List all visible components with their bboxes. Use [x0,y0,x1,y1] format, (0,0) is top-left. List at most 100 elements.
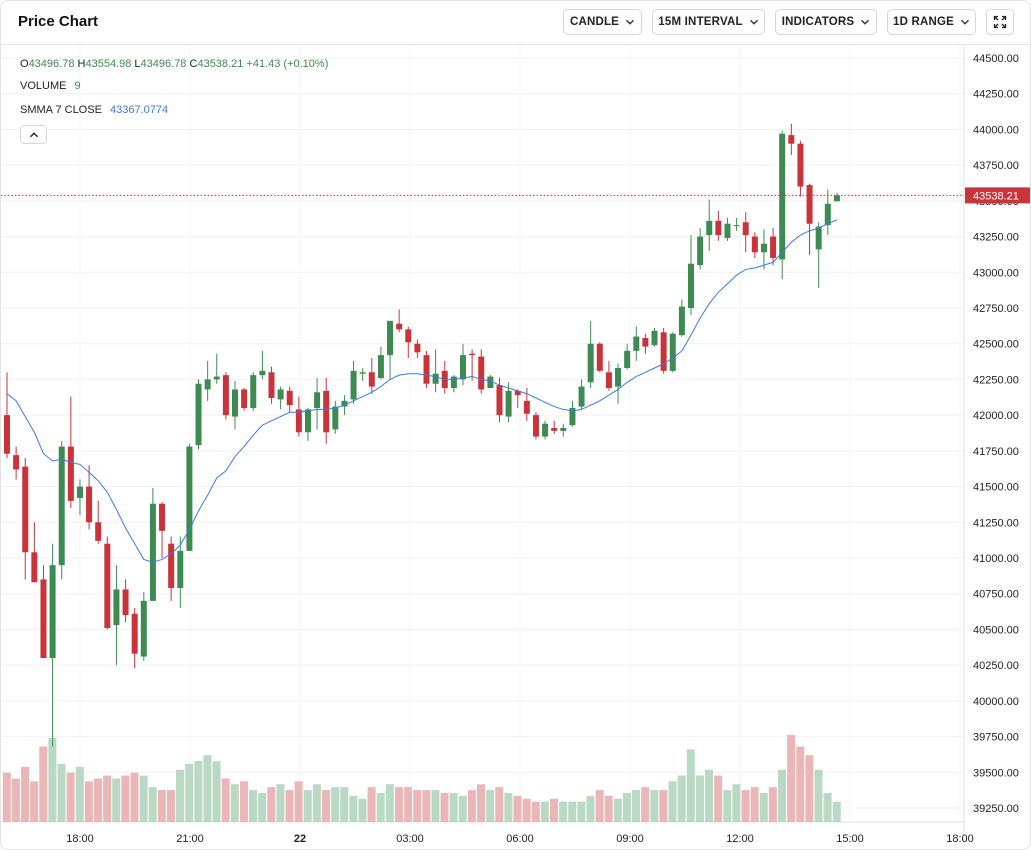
volume-bar[interactable] [367,787,376,822]
candle[interactable] [432,373,439,384]
candle[interactable] [478,356,485,390]
volume-bar[interactable] [139,775,148,822]
candle[interactable] [40,579,47,658]
volume-bar[interactable] [148,787,157,822]
volume-bar[interactable] [550,798,558,822]
candle[interactable] [76,486,83,498]
candle[interactable] [697,236,704,266]
candle[interactable] [523,400,530,414]
candle[interactable] [250,375,257,408]
candle[interactable] [131,613,138,654]
volume-bar[interactable] [823,792,832,822]
candle[interactable] [222,375,229,416]
volume-bar[interactable] [185,763,194,822]
candle[interactable] [733,225,740,227]
candle[interactable] [414,343,421,353]
candle[interactable] [797,143,804,187]
volume-bar[interactable] [440,792,449,822]
volume-bar[interactable] [577,801,586,822]
volume-bar[interactable] [832,801,841,822]
volume-bar[interactable] [103,775,112,822]
candle[interactable] [377,355,384,378]
candle[interactable] [195,383,202,446]
candle[interactable] [833,195,840,202]
candle[interactable] [104,543,111,628]
candle[interactable] [532,415,539,437]
candle[interactable] [49,565,56,658]
candle[interactable] [159,503,166,531]
candle[interactable] [724,223,731,238]
volume-bar[interactable] [157,790,166,822]
candle[interactable] [177,550,184,588]
volume-bar[interactable] [2,772,11,822]
volume-bar[interactable] [57,763,66,822]
candle[interactable] [660,332,667,371]
candle[interactable] [450,376,457,388]
candle[interactable] [268,372,275,398]
candle[interactable] [387,320,394,356]
volume-bar[interactable] [768,787,777,822]
candle[interactable] [67,446,74,501]
chart-type-dropdown[interactable]: CANDLE [563,9,642,35]
candle[interactable] [232,389,238,417]
range-dropdown[interactable]: 1D RANGE [887,9,976,35]
volume-bar[interactable] [66,772,75,822]
candle[interactable] [277,389,284,400]
candle[interactable] [569,408,576,426]
candle[interactable] [58,446,65,566]
candle[interactable] [669,333,676,371]
price-chart[interactable]: 44500.0044250.0044000.0043750.0043500.00… [1,45,1030,850]
volume-bar[interactable] [413,790,422,822]
candle[interactable] [341,400,348,407]
volume-bar[interactable] [559,801,568,822]
volume-bar[interactable] [778,769,786,822]
volume-bar[interactable] [194,761,203,822]
candle[interactable] [332,406,339,430]
volume-bar[interactable] [376,792,385,822]
volume-bar[interactable] [504,792,513,822]
candle[interactable] [423,355,430,384]
volume-bar[interactable] [723,790,732,822]
candle[interactable] [642,338,649,347]
candle[interactable] [213,376,220,380]
candle[interactable] [314,392,321,408]
candle[interactable] [651,330,658,346]
volume-bar[interactable] [249,790,258,822]
volume-bar[interactable] [258,792,267,822]
candle[interactable] [460,355,466,380]
candle[interactable] [551,428,558,431]
volume-bar[interactable] [531,801,540,822]
candle[interactable] [140,600,147,657]
candle[interactable] [678,306,685,336]
volume-bar[interactable] [385,784,394,822]
volume-bar[interactable] [513,795,522,822]
candle[interactable] [323,390,330,433]
volume-bar[interactable] [787,734,796,822]
volume-bar[interactable] [166,790,175,822]
volume-bar[interactable] [75,766,84,822]
candle[interactable] [204,379,211,390]
candle[interactable] [542,423,549,437]
volume-bar[interactable] [714,775,723,822]
candle[interactable] [770,236,777,258]
candle[interactable] [505,390,512,417]
candle[interactable] [487,376,494,388]
candle[interactable] [113,589,120,626]
candle[interactable] [596,343,603,371]
volume-bar[interactable] [467,790,476,822]
candle[interactable] [514,390,521,396]
volume-bar[interactable] [431,790,440,822]
volume-bar[interactable] [203,755,212,822]
candle[interactable] [259,370,266,376]
volume-bar[interactable] [741,790,750,822]
volume-bar[interactable] [458,795,467,822]
volume-bar[interactable] [814,769,823,822]
volume-bar[interactable] [632,790,641,822]
volume-bar[interactable] [331,787,340,822]
volume-bar[interactable] [267,787,276,822]
volume-bar[interactable] [39,746,48,822]
candle[interactable] [806,185,813,224]
candle[interactable] [706,220,713,236]
candle[interactable] [815,226,822,250]
indicators-dropdown[interactable]: INDICATORS [775,9,877,35]
